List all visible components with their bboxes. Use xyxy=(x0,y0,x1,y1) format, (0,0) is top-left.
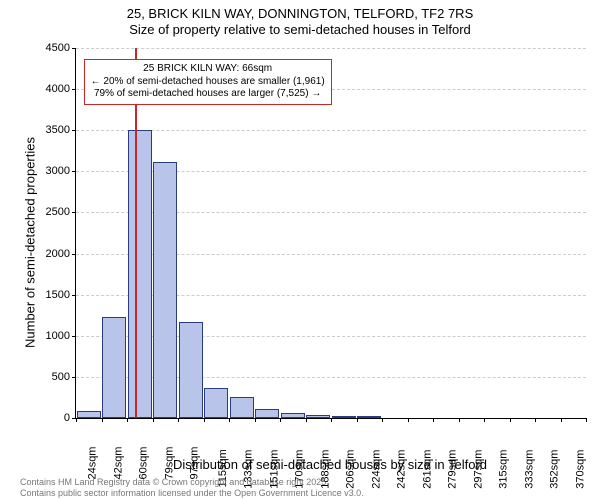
histogram-bar xyxy=(357,416,381,418)
x-tick-mark xyxy=(510,418,511,422)
y-tick-mark xyxy=(72,130,76,131)
annotation-line-2: ← 20% of semi-detached houses are smalle… xyxy=(91,76,325,89)
x-tick-mark xyxy=(255,418,256,422)
gridline xyxy=(76,130,586,131)
footer-line-2: Contains public sector information licen… xyxy=(20,488,364,498)
x-tick-mark xyxy=(484,418,485,422)
annotation-line-1: 25 BRICK KILN WAY: 66sqm xyxy=(91,63,325,76)
histogram-bar xyxy=(153,162,177,418)
plot-area: 25 BRICK KILN WAY: 66sqm ← 20% of semi-d… xyxy=(75,48,586,419)
y-tick-label: 2500 xyxy=(46,206,70,218)
gridline xyxy=(76,48,586,49)
title-line-1: 25, BRICK KILN WAY, DONNINGTON, TELFORD,… xyxy=(127,6,474,21)
annotation-box: 25 BRICK KILN WAY: 66sqm ← 20% of semi-d… xyxy=(84,59,332,105)
x-tick-mark xyxy=(561,418,562,422)
x-axis-label: Distribution of semi-detached houses by … xyxy=(75,457,585,472)
y-tick-mark xyxy=(72,171,76,172)
y-tick-label: 2000 xyxy=(46,248,70,260)
footer-line-1: Contains HM Land Registry data © Crown c… xyxy=(20,477,364,487)
x-tick-mark xyxy=(280,418,281,422)
histogram-bar xyxy=(179,322,203,418)
x-tick-mark xyxy=(382,418,383,422)
x-tick-mark xyxy=(357,418,358,422)
y-tick-mark xyxy=(72,212,76,213)
footer-attribution: Contains HM Land Registry data © Crown c… xyxy=(20,477,364,498)
y-tick-label: 3500 xyxy=(46,124,70,136)
x-tick-mark xyxy=(153,418,154,422)
x-tick-mark xyxy=(204,418,205,422)
y-tick-mark xyxy=(72,336,76,337)
y-axis-label: Number of semi-detached properties xyxy=(23,53,38,433)
title-line-2: Size of property relative to semi-detach… xyxy=(0,22,600,38)
chart-title: 25, BRICK KILN WAY, DONNINGTON, TELFORD,… xyxy=(0,6,600,39)
y-tick-mark xyxy=(72,48,76,49)
y-tick-mark xyxy=(72,254,76,255)
histogram-bar xyxy=(281,413,305,418)
histogram-bar xyxy=(204,388,228,418)
x-tick-mark xyxy=(535,418,536,422)
x-tick-mark xyxy=(306,418,307,422)
histogram-bar xyxy=(102,317,126,418)
x-tick-mark xyxy=(102,418,103,422)
x-tick-mark xyxy=(408,418,409,422)
x-tick-mark xyxy=(178,418,179,422)
x-tick-mark xyxy=(459,418,460,422)
y-tick-label: 1500 xyxy=(46,289,70,301)
x-tick-mark xyxy=(586,418,587,422)
y-tick-mark xyxy=(72,89,76,90)
histogram-bar xyxy=(230,397,254,418)
y-tick-label: 0 xyxy=(64,412,70,424)
y-tick-label: 4500 xyxy=(46,42,70,54)
histogram-bar xyxy=(306,415,330,418)
x-tick-mark xyxy=(433,418,434,422)
histogram-bar xyxy=(128,130,152,418)
y-tick-label: 3000 xyxy=(46,165,70,177)
y-tick-label: 4000 xyxy=(46,83,70,95)
y-tick-mark xyxy=(72,295,76,296)
annotation-line-3: 79% of semi-detached houses are larger (… xyxy=(91,88,325,101)
x-tick-mark xyxy=(331,418,332,422)
x-tick-mark xyxy=(127,418,128,422)
y-tick-mark xyxy=(72,377,76,378)
histogram-bar xyxy=(255,409,279,418)
y-tick-label: 1000 xyxy=(46,330,70,342)
histogram-bar xyxy=(332,416,356,418)
x-tick-mark xyxy=(229,418,230,422)
x-tick-mark xyxy=(76,418,77,422)
y-tick-label: 500 xyxy=(52,371,70,383)
histogram-bar xyxy=(77,411,101,418)
